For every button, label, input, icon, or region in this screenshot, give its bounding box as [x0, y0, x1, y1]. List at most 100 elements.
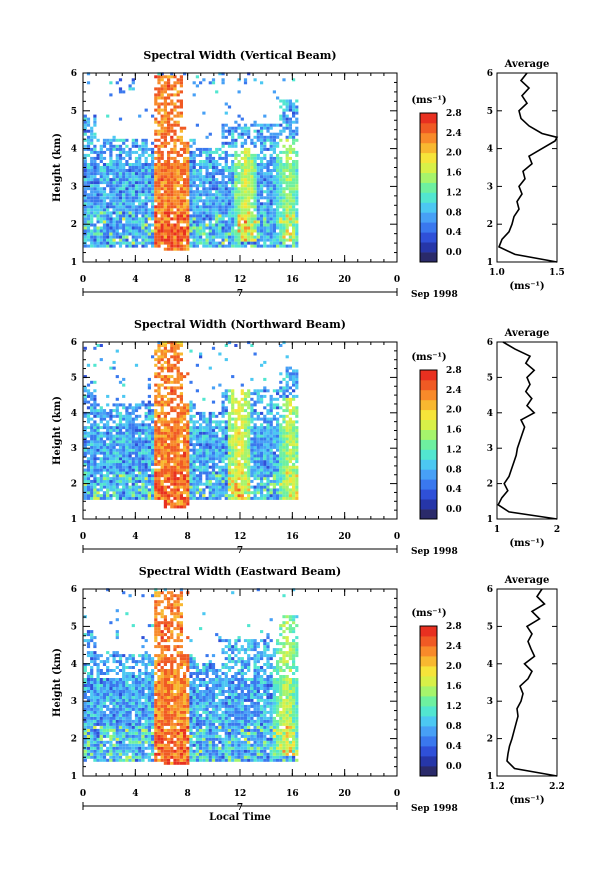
heatmap-cell [147, 423, 151, 427]
heatmap-cell [247, 403, 251, 407]
heatmap-cell [227, 414, 232, 418]
heatmap-cell [205, 187, 209, 191]
heatmap-cell [160, 156, 164, 160]
heatmap-cell [179, 226, 183, 230]
heatmap-cell [192, 406, 196, 410]
heatmap-cell [202, 160, 206, 163]
heatmap-cell [160, 114, 164, 118]
heatmap-cell [211, 187, 216, 191]
heatmap-cell [173, 389, 177, 393]
heatmap-cell [157, 75, 161, 79]
heatmap-cell [247, 479, 251, 483]
heatmap-cell [147, 175, 151, 179]
heatmap-cell [202, 111, 206, 115]
heatmap-cell [269, 488, 273, 492]
heatmap-cell [215, 220, 219, 224]
heatmap-cell [138, 208, 142, 212]
heatmap-cell [93, 346, 97, 350]
heatmap-cell [282, 241, 286, 245]
heatmap-cell [253, 400, 257, 404]
heatmap-cell [86, 147, 91, 151]
heatmap-cell [160, 193, 164, 197]
heatmap-cell [211, 211, 216, 215]
heatmap-cell [179, 479, 183, 483]
heatmap-cell [106, 166, 110, 169]
heatmap-cell [243, 479, 248, 483]
heatmap-cell [141, 202, 145, 206]
heatmap-cell [115, 217, 119, 221]
heatmap-cell [86, 226, 91, 230]
heatmap-cell [86, 494, 91, 498]
heatmap-cell [227, 175, 232, 179]
heatmap-cell [170, 400, 174, 404]
heatmap-cell [93, 181, 97, 185]
heatmap-cell [292, 369, 296, 373]
heatmap-cell [260, 482, 264, 486]
heatmap-cell [247, 389, 251, 393]
heatmap-cell [227, 462, 232, 466]
heatmap-cell [170, 406, 174, 410]
heatmap-cell [99, 406, 103, 410]
heatmap-cell [272, 414, 276, 418]
heatmap-cell [167, 471, 171, 475]
x-tick-label: 8 [185, 532, 191, 542]
heatmap-cell [186, 479, 190, 483]
heatmap-cell [170, 409, 174, 413]
heatmap-cell [205, 451, 209, 455]
heatmap-cell [266, 214, 270, 218]
heatmap-cell [285, 494, 289, 498]
heatmap-cell [205, 238, 209, 242]
heatmap-cell [202, 229, 206, 233]
heatmap-cell [86, 138, 91, 142]
heatmap-cell [163, 160, 167, 163]
heatmap-cell [96, 440, 100, 444]
heatmap-cell [157, 372, 161, 376]
heatmap-cell [154, 93, 158, 97]
heatmap-cell [221, 406, 225, 410]
heatmap-cell [186, 474, 190, 478]
heatmap-cell [106, 178, 110, 182]
heatmap-cell [269, 409, 273, 413]
heatmap-cell [183, 214, 187, 218]
heatmap-cell [179, 172, 183, 176]
heatmap-cell [224, 169, 228, 172]
heatmap-cell [279, 394, 283, 398]
heatmap-cell [202, 175, 206, 179]
heatmap-cell [183, 403, 187, 407]
heatmap-cell [272, 199, 276, 203]
heatmap-cell [131, 448, 135, 452]
heatmap-cell [237, 244, 241, 248]
heatmap-cell [93, 163, 97, 166]
heatmap-cell [141, 454, 145, 458]
heatmap-cell [231, 394, 235, 398]
heatmap-cell [240, 169, 244, 172]
heatmap-cell [234, 163, 238, 166]
heatmap-cell [115, 229, 119, 233]
heatmap-cell [215, 482, 219, 486]
heatmap-cell [115, 440, 119, 444]
heatmap-cell [154, 491, 158, 495]
heatmap-cell [224, 235, 228, 239]
heatmap-cell [173, 247, 177, 251]
heatmap-cell [170, 229, 174, 233]
heatmap-cell [243, 126, 248, 130]
heatmap-cell [192, 181, 196, 185]
heatmap-cell [138, 232, 142, 236]
heatmap-cell [224, 166, 228, 169]
heatmap-cell [186, 491, 190, 495]
heatmap-cell [115, 223, 119, 227]
heatmap-cell [288, 366, 292, 370]
heatmap-cell [234, 220, 238, 224]
heatmap-cell [221, 448, 225, 452]
heatmap-cell [218, 445, 222, 449]
heatmap-cell [295, 202, 299, 206]
heatmap-cell [263, 126, 267, 130]
heatmap-cell [234, 437, 238, 441]
heatmap-cell [192, 138, 196, 142]
heatmap-cell [250, 445, 254, 449]
heatmap-cell [160, 496, 164, 500]
heatmap-cell [282, 102, 286, 106]
heatmap-cell [234, 190, 238, 194]
heatmap-cell [167, 423, 171, 427]
heatmap-cell [253, 454, 257, 458]
